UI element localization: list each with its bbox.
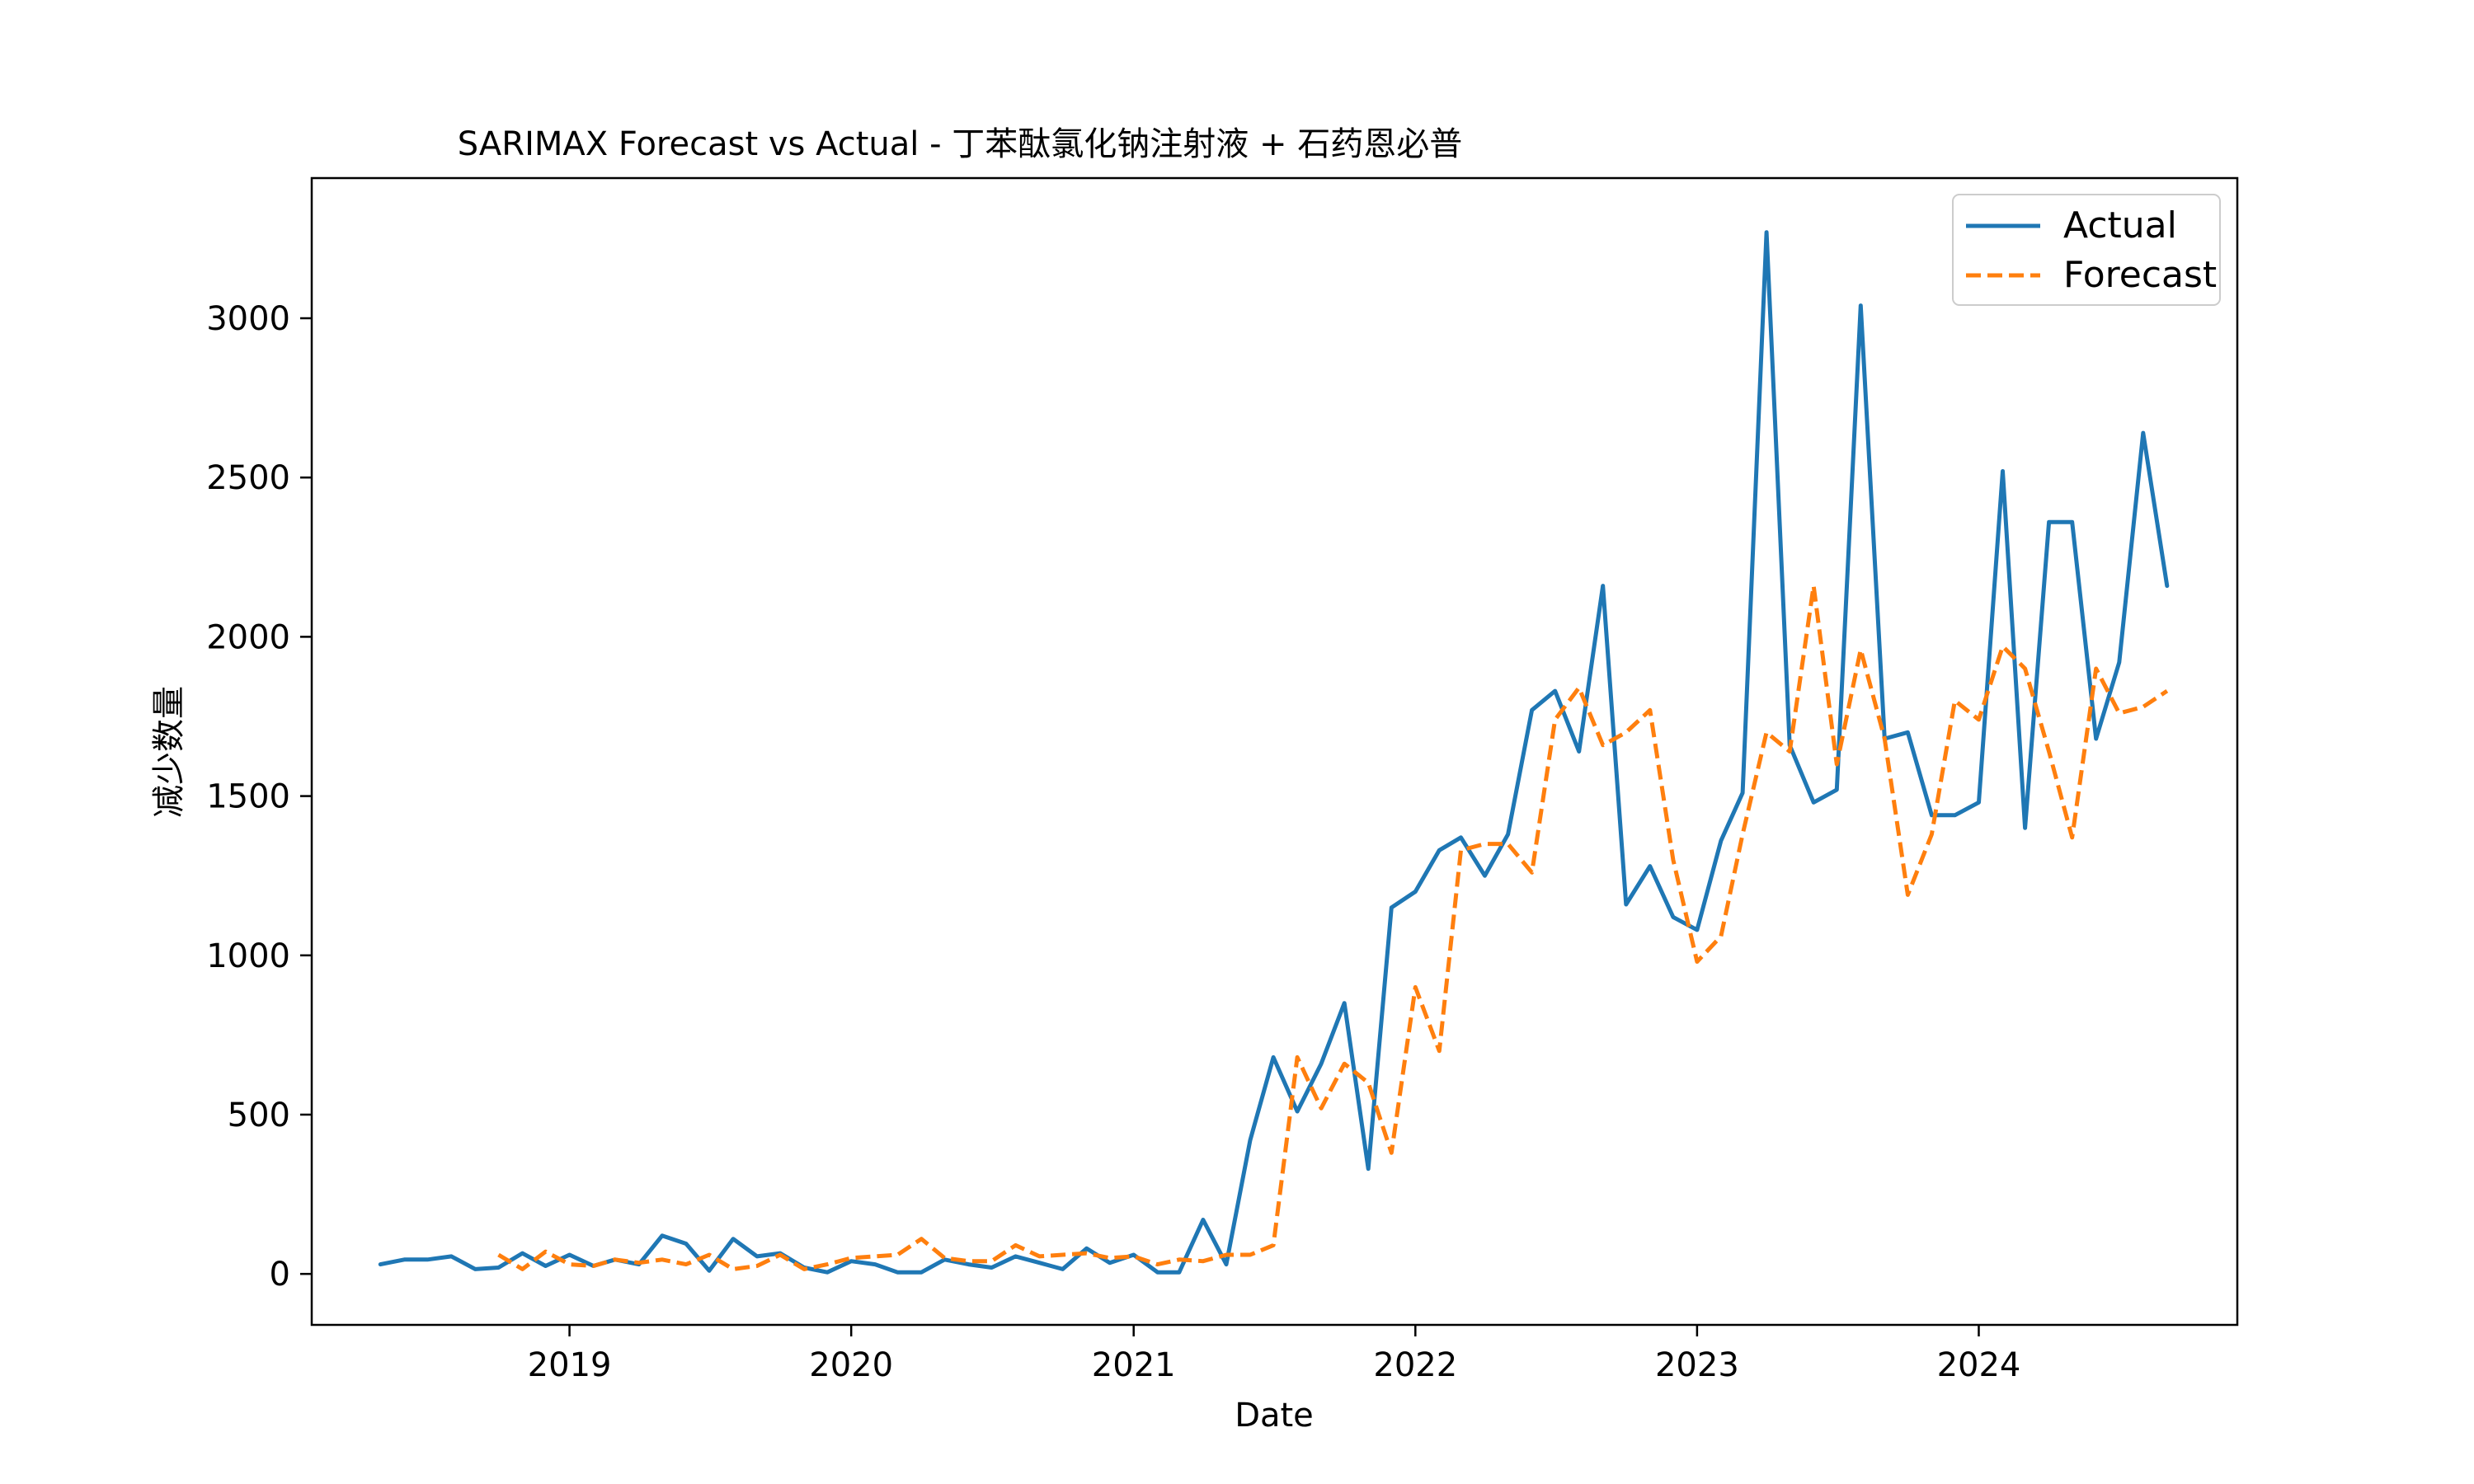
y-axis: 0 500 1000 1500 2000 2500 3000 [206, 300, 312, 1294]
plot-lines [378, 230, 2170, 1275]
x-tick-label: 2024 [1937, 1346, 2021, 1384]
x-axis: 2019 2020 2021 2022 2023 2024 [528, 1325, 2021, 1384]
x-tick-label: 2020 [809, 1346, 893, 1384]
x-axis-title: Date [1235, 1397, 1314, 1435]
y-tick-label: 2000 [206, 618, 290, 656]
y-axis-title: 减少数量 [150, 686, 188, 818]
plot-frame [310, 176, 2239, 1327]
chart-title: SARIMAX Forecast vs Actual - 丁苯酞氯化钠注射液 +… [458, 125, 1462, 163]
y-tick-label: 3000 [206, 300, 290, 338]
y-tick-label: 1500 [206, 778, 290, 816]
y-tick-label: 1000 [206, 937, 290, 975]
legend-forecast-label: Forecast [2063, 254, 2217, 296]
legend: Actual Forecast [1952, 194, 2221, 306]
x-tick-label: 2023 [1655, 1346, 1739, 1384]
y-tick-label: 500 [228, 1097, 290, 1134]
y-tick-label: 2500 [206, 459, 290, 497]
y-tick-label: 0 [270, 1256, 290, 1294]
forecast-series-line [497, 584, 2169, 1271]
actual-series-line [378, 230, 2170, 1275]
x-tick-label: 2021 [1092, 1346, 1176, 1384]
x-tick-label: 2019 [528, 1346, 612, 1384]
legend-actual-label: Actual [2063, 204, 2177, 247]
x-tick-label: 2022 [1373, 1346, 1457, 1384]
